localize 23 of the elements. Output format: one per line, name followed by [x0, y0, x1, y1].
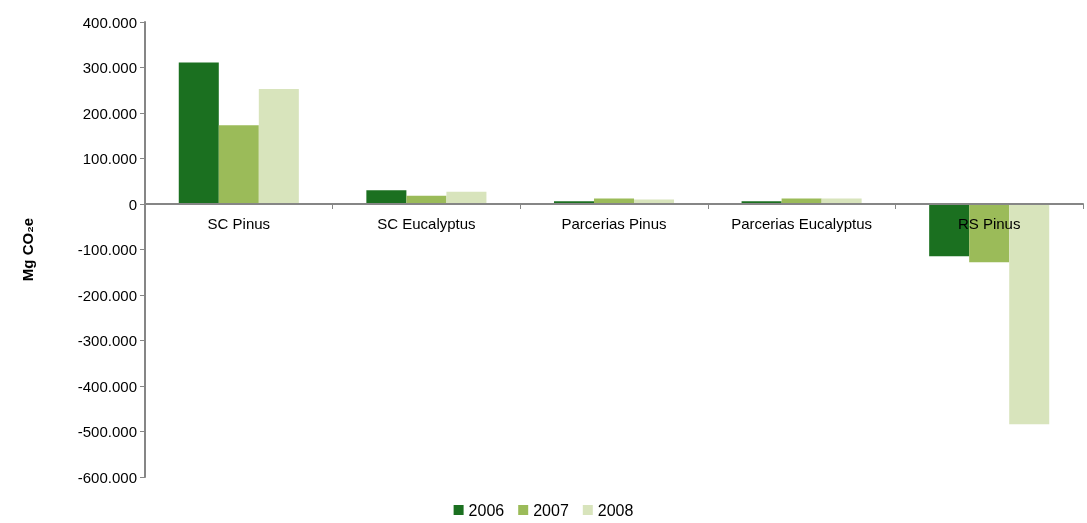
y-tick-label: 100.000	[82, 150, 137, 167]
legend-label: 2007	[533, 501, 569, 519]
bar	[218, 125, 259, 204]
legend-label: 2008	[597, 501, 634, 519]
y-tick-label: 200.000	[82, 104, 137, 122]
y-tick-label: 300.000	[82, 59, 137, 76]
legend-label: 2006	[468, 501, 505, 519]
x-tick-label: Parcerias Eucalyptus	[731, 215, 873, 232]
y-tick-label: -100.000	[77, 241, 137, 258]
y-tick-label: -600.000	[77, 468, 137, 486]
bar	[178, 62, 219, 204]
y-tick-label: 0	[128, 195, 137, 213]
y-tick-label: -400.000	[77, 377, 137, 395]
bar	[366, 190, 407, 204]
bar	[258, 88, 299, 204]
y-tick-label: -200.000	[77, 286, 137, 304]
x-tick-label: SC Eucalyptus	[377, 215, 476, 232]
x-tick-label: SC Pinus	[207, 215, 271, 232]
y-axis-title: Mg CO₂e	[19, 217, 36, 282]
x-tick-label: Parcerias Pinus	[561, 215, 667, 232]
y-tick-label: -300.000	[77, 332, 137, 349]
y-tick-label: 400.000	[82, 13, 137, 31]
y-tick-label: -500.000	[77, 423, 137, 440]
